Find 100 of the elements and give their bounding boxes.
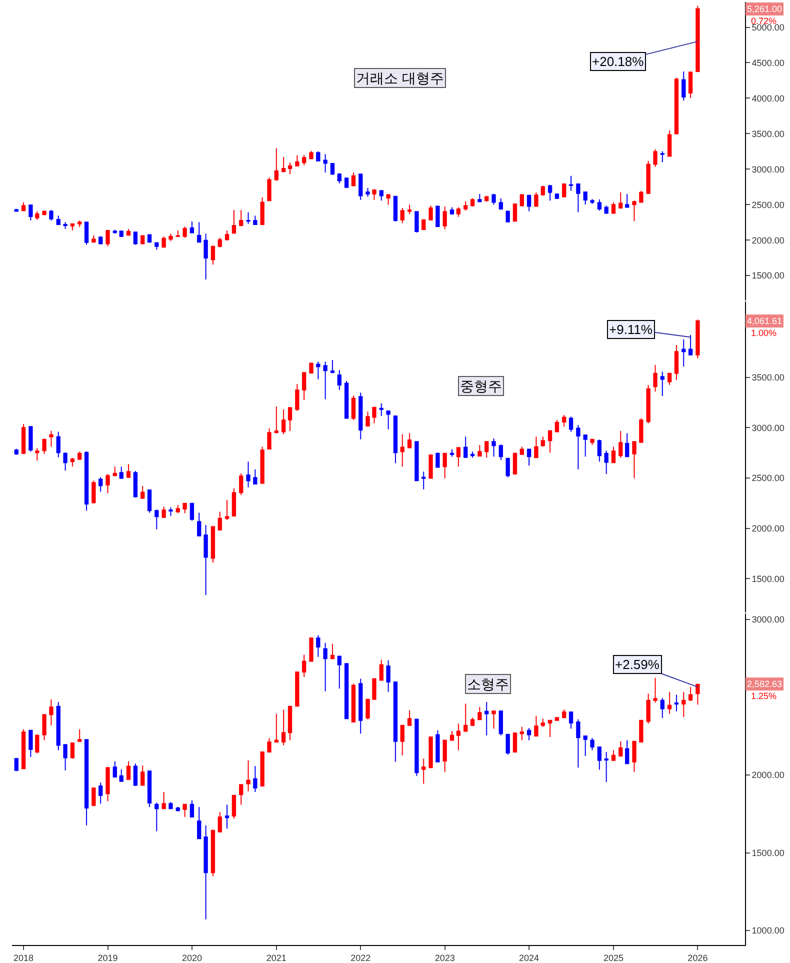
candlestick xyxy=(337,172,342,184)
candlestick xyxy=(576,424,580,470)
candlestick xyxy=(323,154,328,173)
candlestick xyxy=(554,717,560,721)
candlestick xyxy=(162,791,166,810)
text: 1.00% xyxy=(751,328,777,338)
candlestick xyxy=(597,439,602,462)
candlestick xyxy=(604,450,608,474)
candlestick xyxy=(597,198,602,212)
candlestick xyxy=(660,697,664,719)
candlestick xyxy=(316,150,320,162)
candlestick xyxy=(302,372,306,400)
candlestick xyxy=(42,210,46,216)
candlestick xyxy=(267,176,272,202)
candlestick xyxy=(49,430,54,448)
annotation: +9.11% xyxy=(609,322,653,337)
candlestick xyxy=(590,737,594,751)
candlestick xyxy=(682,338,686,368)
candlestick xyxy=(478,706,482,720)
candlestick xyxy=(456,723,461,751)
candlestick xyxy=(63,744,68,771)
candlestick xyxy=(119,230,124,238)
candlestick xyxy=(639,418,644,443)
candlestick xyxy=(611,202,616,214)
candlestick xyxy=(232,488,236,517)
y-tick-label: 4000.00 xyxy=(752,93,784,104)
candlestick xyxy=(484,441,489,458)
candlestick xyxy=(295,154,300,166)
candlestick xyxy=(422,758,426,784)
candlestick xyxy=(295,672,300,707)
candlestick xyxy=(484,195,489,202)
x-tick-label: 2021 xyxy=(266,952,286,963)
candlestick xyxy=(548,184,552,202)
candlestick xyxy=(562,708,566,718)
candlestick xyxy=(210,830,216,877)
candlestick xyxy=(140,486,145,500)
candlestick xyxy=(330,162,335,176)
candlestick xyxy=(274,713,278,744)
candlestick xyxy=(492,438,496,458)
candlestick xyxy=(267,428,272,450)
candlestick xyxy=(393,681,398,762)
candlestick xyxy=(70,457,75,468)
candlestick xyxy=(56,215,60,226)
candlestick xyxy=(576,182,580,213)
candlestick xyxy=(140,234,145,245)
y-tick-label: 1500.00 xyxy=(752,574,784,584)
candlestick xyxy=(422,219,426,230)
candlestick xyxy=(190,502,194,522)
candlestick xyxy=(428,205,433,221)
candlestick xyxy=(70,742,75,760)
candlestick xyxy=(653,148,658,168)
candlestick xyxy=(210,526,216,564)
y-tick-label: 2000.00 xyxy=(752,523,784,534)
candlestick xyxy=(323,361,328,400)
candlestick xyxy=(35,448,40,462)
candlestick xyxy=(224,804,230,830)
y-tick-label: 4500.00 xyxy=(752,58,784,68)
candlestick xyxy=(330,359,335,374)
candlestick xyxy=(133,230,138,246)
candlestick xyxy=(568,175,574,192)
candlestick xyxy=(78,220,82,228)
candlestick xyxy=(562,414,566,428)
candlestick xyxy=(450,730,454,741)
candlestick xyxy=(632,740,636,773)
candlestick xyxy=(92,788,96,807)
candlestick xyxy=(344,663,349,720)
candlestick xyxy=(92,480,96,504)
y-tick-label: 3500.00 xyxy=(752,372,784,383)
candlestick xyxy=(366,411,370,426)
candlestick xyxy=(204,524,208,596)
candlestick xyxy=(618,740,623,757)
candlestick xyxy=(498,444,503,460)
candlestick xyxy=(583,735,588,757)
annotation: +2.59% xyxy=(615,657,660,672)
candlestick xyxy=(281,408,286,435)
candlestick xyxy=(154,509,159,530)
candlestick xyxy=(548,430,552,454)
candlestick xyxy=(639,720,644,743)
candlestick xyxy=(498,710,503,736)
y-tick-label: 1000.00 xyxy=(752,926,784,936)
candlestick xyxy=(302,654,306,678)
candlestick xyxy=(98,236,103,245)
candlestick xyxy=(260,446,264,484)
candlestick xyxy=(218,812,222,832)
candlestick xyxy=(667,691,672,714)
candlestick xyxy=(316,361,320,380)
candlestick xyxy=(554,193,560,200)
candlestick xyxy=(526,448,532,466)
candlestick xyxy=(288,162,292,175)
candlestick xyxy=(176,230,180,238)
candlestick xyxy=(696,5,700,72)
candlestick xyxy=(344,176,349,188)
candlestick xyxy=(554,420,560,432)
candlestick xyxy=(526,194,532,212)
candlestick xyxy=(70,222,75,231)
candlestick xyxy=(478,194,482,203)
candlestick xyxy=(646,693,650,724)
candlestick xyxy=(667,372,672,386)
candlestick xyxy=(428,454,433,479)
x-tick-label: 2026 xyxy=(688,952,708,963)
